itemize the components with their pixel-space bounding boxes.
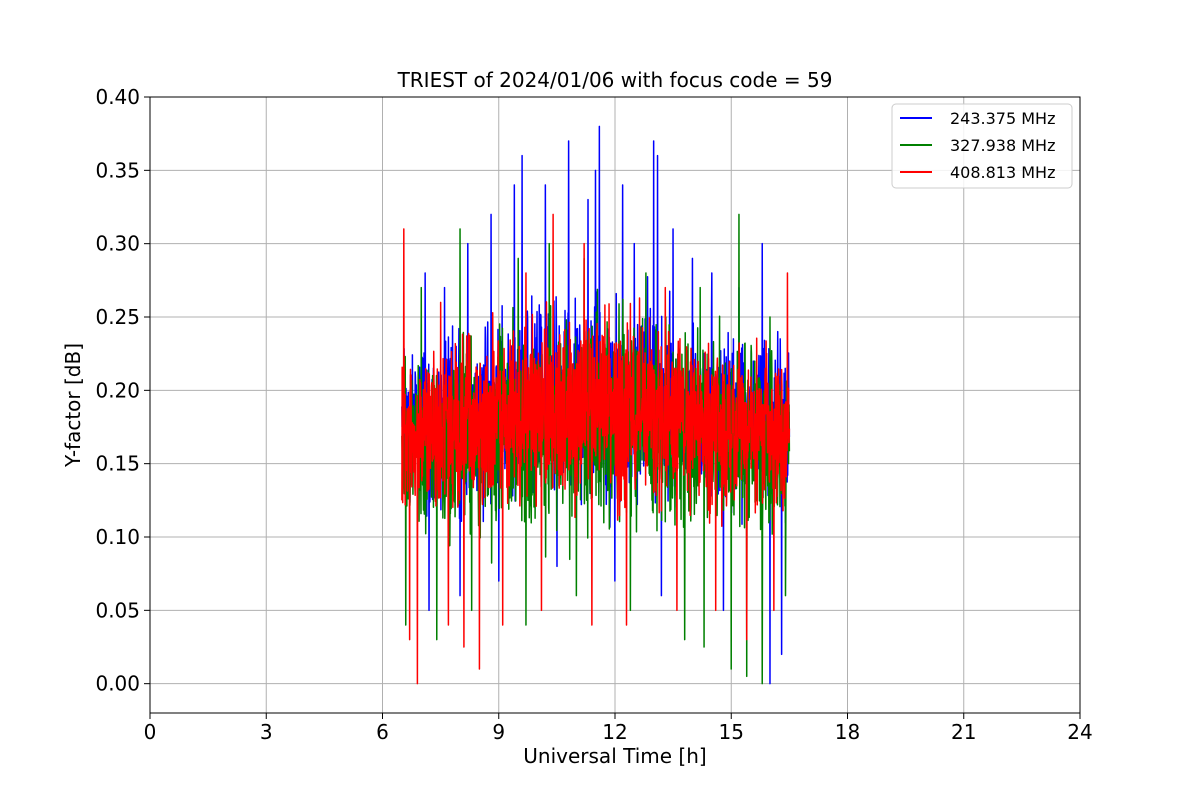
legend-box [891,103,1073,189]
y-tick-label: 0.15 [95,452,140,476]
y-axis-label: Y-factor [dB] [61,343,85,468]
legend-label: 408.813 MHz [950,163,1055,182]
x-tick-label: 9 [492,720,505,744]
y-tick-label: 0.30 [95,232,140,256]
y-tick-label: 0.05 [95,598,140,622]
legend: 243.375 MHz 327.938 MHz 408.813 MHz [891,103,1073,189]
x-tick-label: 6 [376,720,389,744]
y-tick-label: 0.40 [95,85,140,109]
y-tick-label: 0.25 [95,305,140,329]
y-tick-label: 0.35 [95,158,140,182]
x-tick-label: 15 [719,720,744,744]
legend-label: 327.938 MHz [950,136,1055,155]
x-axis-label: Universal Time [h] [523,744,706,768]
series-line [401,213,791,685]
y-tick-label: 0.00 [95,672,140,696]
x-tick-label: 3 [260,720,273,744]
x-tick-label: 0 [144,720,157,744]
x-tick-label: 12 [602,720,627,744]
y-tick-label: 0.20 [95,378,140,402]
chart-title: TRIEST of 2024/01/06 with focus code = 5… [397,68,833,92]
x-tick-label: 21 [951,720,976,744]
legend-label: 243.375 MHz [950,109,1055,128]
series-group [401,125,791,685]
y-tick-label: 0.10 [95,525,140,549]
axis-ticks: 0 3 6 9 12 15 18 21 24 0.00 0.05 0.10 0.15 0.20 0.25 0.… [95,85,1092,744]
x-tick-label: 18 [835,720,860,744]
x-tick-label: 24 [1067,720,1092,744]
